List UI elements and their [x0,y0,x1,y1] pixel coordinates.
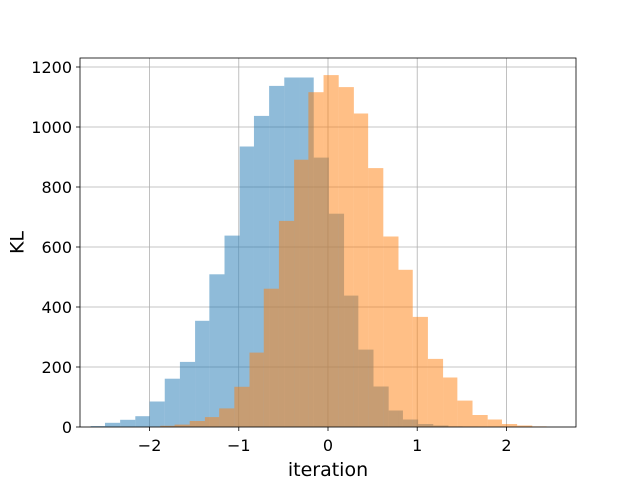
bar-s1-23 [487,419,502,427]
bar-s1-11 [308,92,324,427]
y-tick-label-4: 800 [41,178,72,197]
bar-s1-2 [174,424,190,427]
x-tick-label-4: 2 [501,436,511,455]
bar-s1-9 [278,220,295,427]
bar-s1-16 [383,236,399,427]
x-tick-label-0: −2 [138,436,162,455]
bar-s0-7 [195,320,210,427]
bar-s1-19 [427,358,444,427]
bar-s1-17 [398,269,413,427]
bar-s0-4 [149,401,165,427]
series-1 [145,75,547,427]
y-tick-label-3: 600 [41,238,72,257]
bar-s1-7 [249,352,264,427]
bar-s1-8 [263,288,279,427]
y-axis-label: KL [7,231,29,254]
bar-s1-15 [368,168,384,427]
bar-s1-20 [443,377,458,427]
bar-s1-10 [294,159,309,427]
bar-s1-14 [353,113,369,427]
bar-s0-0 [90,426,105,427]
bar-s1-5 [219,408,235,427]
x-tick-label-2: 0 [323,436,333,455]
bar-s0-8 [209,274,225,427]
bar-s1-4 [204,417,220,427]
bar-s1-24 [501,424,518,427]
x-axis-label: iteration [288,459,368,480]
bars [90,75,547,428]
bar-s1-25 [517,425,533,427]
bar-s1-6 [234,386,250,427]
bar-s1-1 [160,425,175,427]
ticks: −2 −1 0 1 2 0 200 400 600 800 1000 1200 [31,58,511,455]
y-tick-label-6: 1200 [31,58,72,77]
bar-s0-2 [120,419,136,427]
bar-s0-5 [164,378,180,427]
bar-s0-3 [135,416,150,427]
x-tick-label-3: 1 [412,436,422,455]
y-tick-label-0: 0 [62,418,72,437]
bar-s1-18 [412,316,428,427]
y-tick-label-5: 1000 [31,118,72,137]
bar-s0-1 [104,422,121,427]
bar-s0-6 [179,361,196,427]
bar-s1-12 [323,75,339,427]
bar-s1-13 [338,87,354,427]
x-tick-label-1: −1 [227,436,251,455]
y-tick-label-1: 200 [41,358,72,377]
bar-s1-22 [472,415,488,427]
bar-s0-9 [224,235,240,427]
bar-s1-21 [457,400,473,427]
bar-s1-3 [189,421,205,427]
y-tick-label-2: 400 [41,298,72,317]
